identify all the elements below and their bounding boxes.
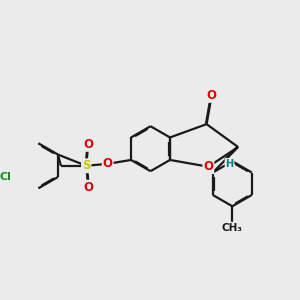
Text: H: H <box>226 159 234 169</box>
Text: O: O <box>103 157 113 170</box>
Text: Cl: Cl <box>0 172 11 182</box>
Text: O: O <box>203 160 213 173</box>
Text: S: S <box>82 159 91 172</box>
Text: O: O <box>207 89 217 102</box>
Text: CH₃: CH₃ <box>222 223 243 233</box>
Text: O: O <box>83 138 93 151</box>
Text: O: O <box>83 181 93 194</box>
